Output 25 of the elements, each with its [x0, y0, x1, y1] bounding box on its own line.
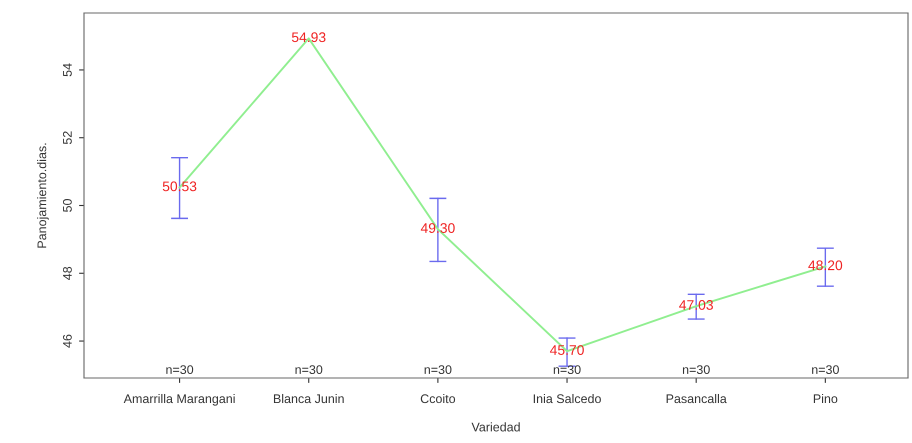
annotation: n=30 — [682, 365, 710, 374]
y-tick-label: 50 — [62, 199, 72, 212]
x-tick-label: Pino — [814, 394, 838, 404]
annotation: n=30 — [812, 365, 839, 374]
data-label: 50.53 — [162, 181, 196, 192]
y-tick-label: 46 — [62, 334, 72, 348]
y-tick-label: 52 — [62, 131, 72, 144]
annotation: n=30 — [424, 365, 452, 374]
x-tick-label: Pasancalla — [666, 394, 727, 404]
y-tick-label: 48 — [62, 266, 72, 280]
data-label: 48.20 — [808, 260, 842, 270]
annotation: n=30 — [295, 365, 322, 374]
data-label: 47.03 — [679, 300, 713, 310]
y-axis-title: Panojamiento.dias. — [37, 143, 49, 248]
data-label: 49.30 — [420, 223, 455, 233]
annotation: n=30 — [166, 365, 194, 374]
x-tick-label: Ccoito — [420, 394, 456, 404]
data-label: 54.93 — [292, 32, 326, 42]
x-tick-label: Inia Salcedo — [534, 394, 601, 404]
x-axis-title: Variedad — [472, 422, 520, 432]
y-tick-label: 54 — [63, 63, 72, 76]
data-label: 45.70 — [550, 345, 584, 355]
annotation: n=30 — [554, 365, 581, 374]
x-tick-label: Amarrilla Marangani — [124, 394, 235, 406]
x-tick-label: Blanca Junin — [274, 394, 344, 404]
